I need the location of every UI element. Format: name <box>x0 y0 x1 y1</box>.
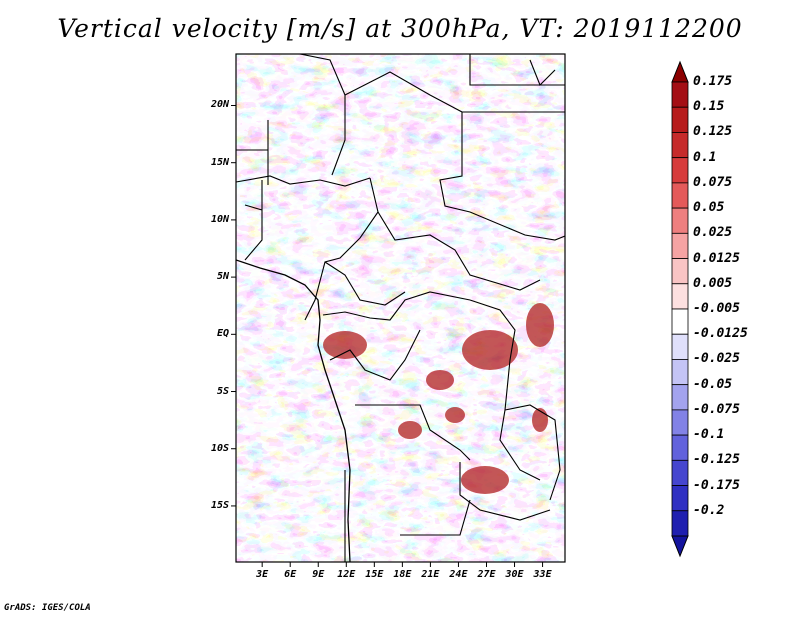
lon-tick-label: 3E <box>256 569 269 580</box>
colorbar-segment <box>671 434 689 461</box>
map-title: Vertical velocity [m/s] at 300hPa, VT: 2… <box>57 14 743 43</box>
colorbar-segment <box>671 510 689 537</box>
lat-tick-label: EQ <box>216 328 229 340</box>
colorbar-label: -0.025 <box>693 351 740 367</box>
colorbar-label: 0.075 <box>693 174 733 190</box>
lon-tick-label: 6E <box>284 569 297 580</box>
colorbar <box>671 60 689 558</box>
colorbar-label: -0.175 <box>693 477 740 493</box>
colorbar-label: -0.0125 <box>693 326 748 342</box>
map-frame <box>235 53 566 563</box>
lat-tick-label: 5S <box>216 385 229 397</box>
colorbar-segment <box>671 283 689 310</box>
lat-tick-label: 10S <box>210 442 229 454</box>
lon-tick-label: 33E <box>533 569 552 580</box>
lat-tick-label: 15N <box>210 156 229 168</box>
lon-tick-label: 24E <box>449 569 468 580</box>
colorbar-segment <box>671 459 689 486</box>
colorbar-segment <box>671 132 689 159</box>
colorbar-label: -0.1 <box>693 427 725 443</box>
colorbar-segment <box>671 207 689 234</box>
colorbar-label: -0.005 <box>693 301 740 316</box>
lon-tick-label: 21E <box>421 569 440 580</box>
colorbar-segment <box>671 258 689 285</box>
velocity-field <box>236 54 565 562</box>
colorbar-segment <box>671 308 689 335</box>
colorbar-label: 0.15 <box>693 99 725 115</box>
coastline <box>236 259 351 562</box>
footer-credit: GrADS: IGES/COLA <box>4 603 91 613</box>
colorbar-label: -0.075 <box>693 401 740 417</box>
colorbar-segment <box>671 232 689 259</box>
lon-tick-label: 12E <box>337 569 356 580</box>
lon-tick-label: 27E <box>477 569 496 580</box>
lon-tick-label: 18E <box>393 569 412 580</box>
colorbar-label: 0.125 <box>693 124 733 140</box>
colorbar-label: 0.175 <box>693 74 733 89</box>
colorbar-segment <box>671 157 689 184</box>
colorbar-segment <box>671 409 689 436</box>
colorbar-bottom-arrow <box>671 535 689 558</box>
colorbar-segment <box>671 106 689 133</box>
colorbar-label: -0.125 <box>693 452 740 468</box>
colorbar-segment <box>671 182 689 209</box>
colorbar-label: 0.05 <box>693 200 725 216</box>
lon-tick-label: 9E <box>312 569 325 580</box>
colorbar-segment <box>671 81 689 108</box>
lon-tick-label: 30E <box>505 569 524 580</box>
colorbar-segment <box>671 384 689 411</box>
lat-tick-label: 10N <box>210 213 229 225</box>
colorbar-label: 0.0125 <box>693 250 740 266</box>
country-borders <box>236 54 565 562</box>
strong-updraft-patches <box>323 303 554 494</box>
colorbar-label: -0.05 <box>693 376 733 392</box>
colorbar-segment <box>671 333 689 360</box>
colorbar-label: 0.1 <box>693 149 717 165</box>
lat-tick-label: 5N <box>216 271 229 283</box>
lon-tick-label: 15E <box>365 569 384 580</box>
axis-ticks <box>231 104 544 567</box>
lat-tick-label: 20N <box>210 99 229 111</box>
colorbar-segment <box>671 359 689 386</box>
colorbar-label: 0.005 <box>693 275 733 291</box>
colorbar-label: -0.2 <box>693 502 725 518</box>
colorbar-segment <box>671 485 689 512</box>
lat-tick-label: 15S <box>210 499 229 511</box>
colorbar-label: 0.025 <box>693 225 733 241</box>
colorbar-top-arrow <box>671 60 689 83</box>
